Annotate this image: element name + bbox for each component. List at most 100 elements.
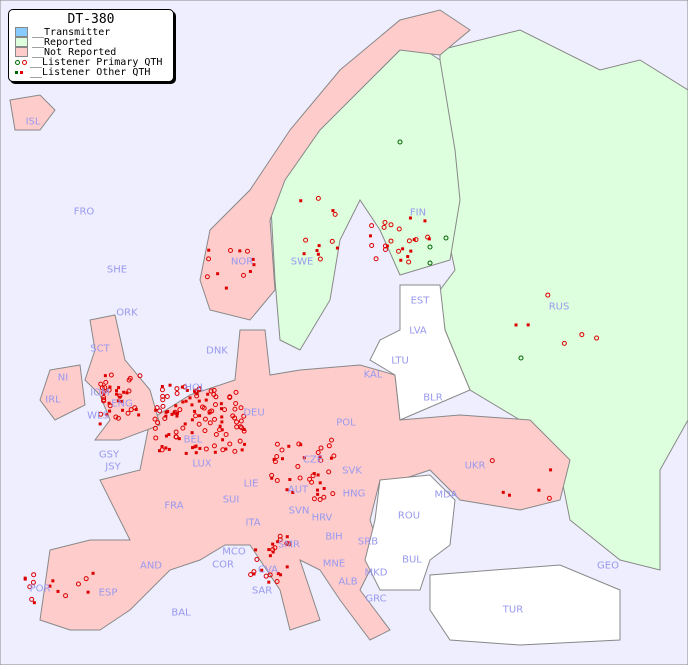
listener-primary-qth (310, 473, 316, 479)
listener-primary-qth (223, 432, 229, 438)
country-label-pol: POL (336, 417, 356, 429)
listener-other-qth (48, 584, 52, 588)
listener-primary-qth (194, 393, 200, 399)
listener-primary-qth (238, 418, 244, 424)
country-label-mda: MDA (434, 489, 458, 501)
listener-primary-qth (162, 415, 168, 421)
listener-primary-qth (213, 394, 219, 400)
listener-primary-qth (202, 428, 208, 434)
listener-primary-qth (311, 496, 317, 502)
listener-other-qth (408, 216, 412, 220)
region-isl (9, 94, 56, 131)
country-label-rou: ROU (397, 510, 421, 522)
listener-primary-qth (406, 238, 412, 244)
listener-other-qth (166, 409, 170, 413)
listener-other-qth (119, 399, 123, 403)
listener-primary-qth (279, 447, 285, 453)
listener-other-qth (537, 488, 541, 492)
listener-other-qth (254, 548, 258, 552)
listener-other-qth (32, 601, 36, 605)
listener-primary-qth (213, 432, 219, 438)
country-label-aut: AUT (287, 484, 309, 496)
listener-primary-qth (154, 405, 160, 411)
listener-other-qth (508, 493, 512, 497)
listener-other-qth (51, 579, 55, 583)
legend-item-reported: __Reported (9, 37, 173, 48)
listener-other-qth (86, 590, 90, 594)
listener-primary-qth (98, 411, 104, 417)
listener-other-qth (176, 411, 180, 415)
listener-primary-qth (159, 447, 165, 453)
listener-primary-qth (396, 226, 402, 232)
country-label-irl: IRL (45, 394, 61, 406)
listener-other-qth (267, 548, 271, 552)
country-label-bal: BAL (171, 607, 191, 619)
listener-other-qth (125, 391, 129, 395)
listener-primary-qth (31, 572, 37, 578)
country-label-she: SHE (106, 264, 128, 276)
listener-primary-qth (296, 441, 302, 447)
listener-primary-qth (329, 238, 335, 244)
country-label-nor: NOR (230, 256, 254, 268)
listener-primary-qth (307, 476, 313, 482)
listener-other-qth (164, 414, 168, 418)
listener-primary-qth (248, 572, 254, 578)
listener-other-qth (168, 383, 172, 387)
listener-other-qth (193, 409, 197, 413)
country-label-hol: HOL (184, 382, 206, 394)
listener-primary-qth (274, 454, 280, 460)
country-label-fin: FIN (409, 207, 427, 219)
listener-primary-qth (113, 414, 119, 420)
region-east-white (369, 284, 471, 421)
listener-other-qth (271, 542, 275, 546)
listener-other-qth (317, 244, 321, 248)
listener-primary-qth (217, 427, 223, 433)
country-label-svn: SVN (288, 505, 310, 517)
listener-other-qth (23, 577, 27, 581)
listener-primary-qth (272, 459, 278, 465)
listener-primary-qth (381, 224, 387, 230)
listener-primary-qth (108, 372, 114, 378)
listener-primary-qth (244, 248, 250, 254)
listener-primary-qth (382, 219, 388, 225)
legend-item-primary-qth: __Listener Primary QTH (9, 57, 173, 68)
listener-other-qth (204, 398, 208, 402)
country-label-mco: MCO (222, 546, 246, 558)
region-balkans-white (364, 474, 456, 591)
not-reported-swatch (15, 47, 28, 57)
listener-primary-qth (272, 545, 278, 551)
listener-primary-qth-reported (397, 139, 403, 145)
region-tur (429, 564, 621, 646)
listener-other-qth (302, 456, 306, 460)
listener-primary-qth (274, 441, 280, 447)
listener-other-qth (221, 438, 225, 442)
listener-primary-qth (152, 425, 158, 431)
listener-primary-qth (202, 416, 208, 422)
listener-primary-qth (103, 379, 109, 385)
legend-item-other-qth: __Listener Other QTH (9, 67, 173, 78)
listener-other-qth (412, 238, 416, 242)
listener-primary-qth (102, 385, 108, 391)
listener-other-qth (121, 408, 125, 412)
listener-other-qth (193, 445, 197, 449)
listener-other-qth (198, 414, 202, 418)
listener-primary-qth (207, 420, 213, 426)
listener-primary-qth (594, 335, 600, 341)
listener-primary-qth (227, 394, 233, 400)
listener-other-qth (185, 388, 189, 392)
listener-other-qth (115, 392, 119, 396)
listener-other-qth (190, 431, 194, 435)
country-label-iom: IOM (90, 387, 110, 399)
country-label-svk: SVK (342, 465, 362, 477)
listener-primary-qth (220, 447, 226, 453)
listener-primary-qth (241, 428, 247, 434)
listener-other-qth (177, 437, 181, 441)
listener-other-qth (287, 444, 291, 448)
transmitter-swatch (15, 27, 28, 37)
listener-other-qth (167, 447, 171, 451)
country-label-bel: BEL (183, 434, 203, 446)
region-rus (439, 29, 688, 571)
listener-primary-qth (172, 409, 178, 415)
region-gbr (84, 314, 161, 441)
listener-primary-qth (212, 402, 218, 408)
